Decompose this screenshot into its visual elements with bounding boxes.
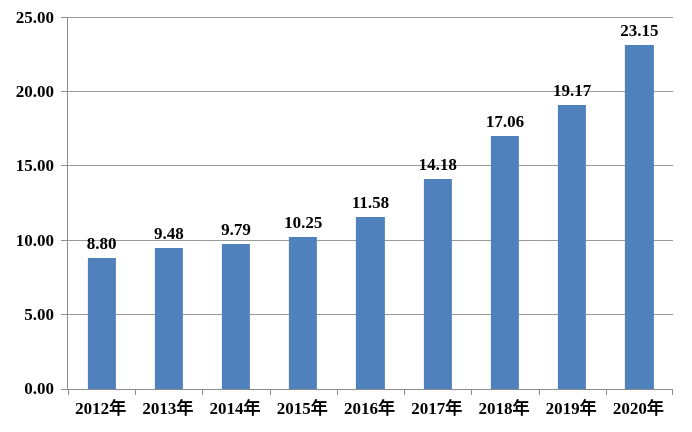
x-tick-mark xyxy=(471,389,473,395)
y-tick-label: 0.00 xyxy=(24,379,54,398)
y-tick-label: 20.00 xyxy=(15,82,54,102)
x-tick-label: 2012年 xyxy=(75,399,127,418)
y-tick-mark xyxy=(61,389,68,390)
x-tick-label: 2018年 xyxy=(478,399,530,418)
y-tick-mark xyxy=(61,91,68,93)
y-tick-mark xyxy=(61,17,68,18)
plot-area: 8.80 9.48 9.79 10.25 11.58 14.18 17.06 19.17 23.… xyxy=(61,17,673,395)
bar-slot: 11.58 xyxy=(337,18,404,389)
bar xyxy=(490,135,520,389)
bar-slot: 23.15 xyxy=(606,18,673,389)
bar-slot: 8.80 xyxy=(68,18,135,389)
y-axis-labels: 0.00 5.00 10.00 15.00 20.00 25.00 xyxy=(0,8,54,398)
y-tick-label: 15.00 xyxy=(15,156,54,176)
x-tick-mark xyxy=(672,389,673,395)
bar-slot: 9.48 xyxy=(135,18,202,389)
bar xyxy=(221,243,251,389)
bar xyxy=(356,217,385,389)
x-tick-label: 2013年 xyxy=(142,399,194,418)
bar xyxy=(289,236,318,389)
bar-slot: 10.25 xyxy=(270,18,337,389)
bar-value-label: 17.06 xyxy=(485,111,525,131)
bar-slot: 14.18 xyxy=(404,18,471,389)
gridline xyxy=(68,91,673,93)
bar-slot: 19.17 xyxy=(539,18,606,389)
x-tick-mark xyxy=(538,389,540,395)
bar-value-label: 9.79 xyxy=(221,219,251,239)
bar-value-label: 14.18 xyxy=(418,154,457,174)
x-tick-label: 2020年 xyxy=(612,399,664,418)
y-tick-label: 10.00 xyxy=(15,230,54,250)
x-tick-mark xyxy=(605,389,607,395)
x-tick-mark xyxy=(135,389,137,395)
bar xyxy=(423,178,452,389)
x-tick-mark xyxy=(202,389,204,395)
bar-value-label: 11.58 xyxy=(351,193,390,213)
gridline xyxy=(68,165,673,167)
y-tick-label: 25.00 xyxy=(15,8,54,27)
y-tick-label: 5.00 xyxy=(24,304,54,324)
x-tick-mark xyxy=(68,389,69,395)
x-tick-mark xyxy=(336,389,338,395)
bar-value-label: 19.17 xyxy=(553,80,592,100)
gridline xyxy=(68,17,673,18)
bar xyxy=(154,248,183,389)
bar xyxy=(558,104,587,389)
x-tick-label: 2016年 xyxy=(343,399,395,418)
y-tick-mark xyxy=(61,313,68,315)
y-tick-mark xyxy=(61,239,68,241)
bar xyxy=(625,45,654,389)
bar-slot: 9.79 xyxy=(202,18,269,389)
bar-value-label: 8.80 xyxy=(86,234,117,254)
x-axis-labels: 2012年 2013年 2014年 2015年 2016年 2017年 2018年 2019年… xyxy=(67,398,672,422)
x-tick-label: 2017年 xyxy=(411,399,463,418)
y-tick-mark xyxy=(61,165,68,167)
bar-value-label: 23.15 xyxy=(620,21,659,41)
bar-value-label: 9.48 xyxy=(153,224,184,244)
x-tick-label: 2019年 xyxy=(545,399,597,418)
x-tick-mark xyxy=(404,389,406,395)
bar xyxy=(87,258,116,389)
x-tick-label: 2015年 xyxy=(276,399,328,418)
bar-value-label: 10.25 xyxy=(284,212,323,232)
x-tick-mark xyxy=(269,389,271,395)
bar-slot: 17.06 xyxy=(471,18,538,389)
x-tick-label: 2014年 xyxy=(209,399,261,418)
